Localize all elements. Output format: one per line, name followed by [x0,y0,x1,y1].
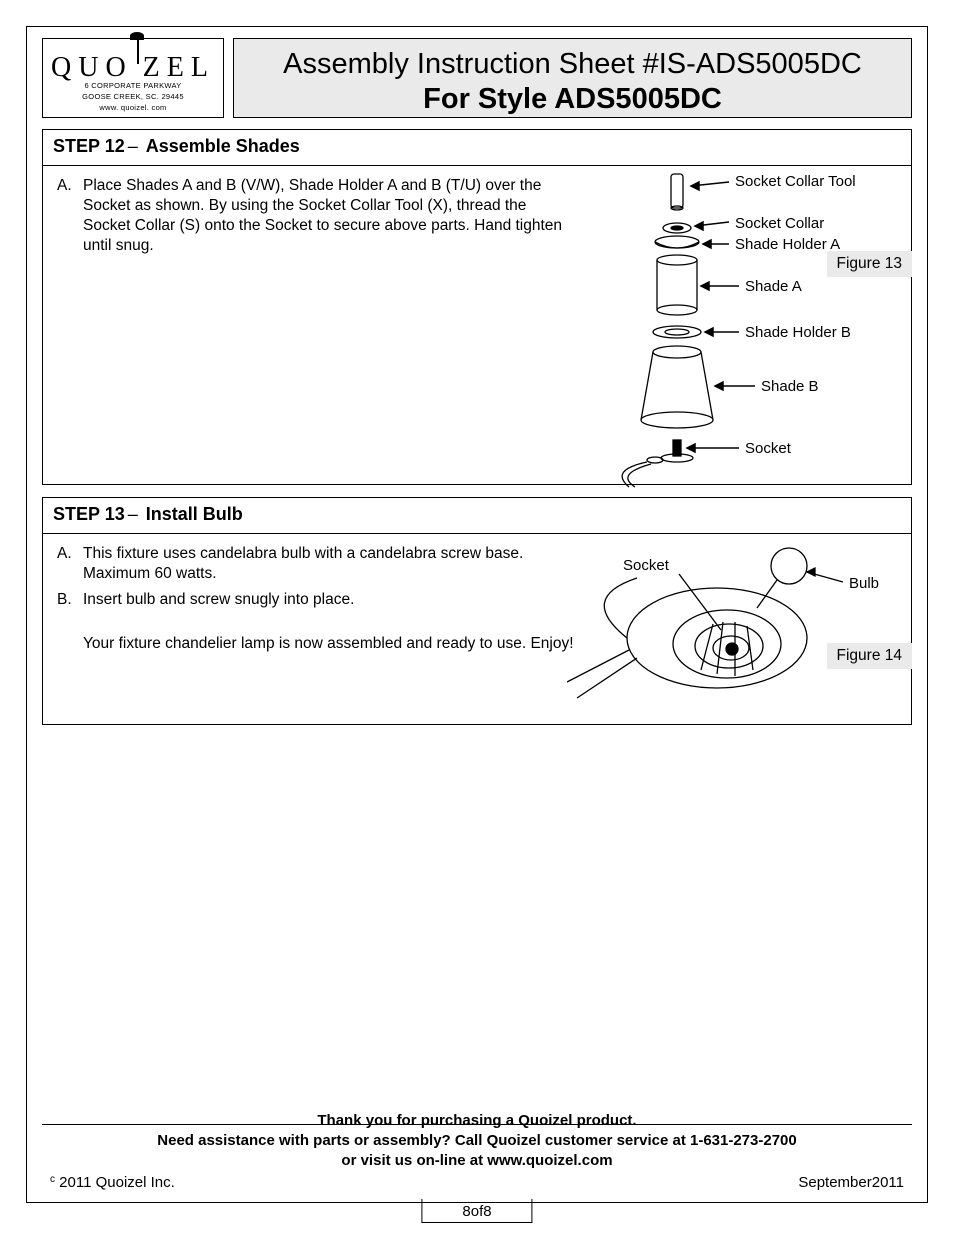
step13-name: Install Bulb [146,504,243,524]
logo-addr3: www. quoizel. com [43,103,223,112]
figure-13-tag: Figure 13 [827,251,912,277]
step13-closing: Your fixture chandelier lamp is now asse… [83,634,577,654]
step12-name: Assemble Shades [146,136,300,156]
lbl-socket: Socket [745,440,792,457]
figure-13-diagram: Socket Collar Tool Socket Collar Shade H… [579,170,899,490]
brand-left: QUO [51,52,133,83]
logo-addr2: GOOSE CREEK, SC. 29445 [43,92,223,101]
lbl-shade-holder-a: Shade Holder A [735,236,840,253]
title-box: Assembly Instruction Sheet #IS-ADS5005DC… [233,38,912,118]
step12-a-marker: A. [57,176,79,196]
lbl-shade-holder-b: Shade Holder B [745,324,851,341]
figure-14-diagram: Socket Bulb [567,538,887,718]
lbl13-socket: Socket [623,557,670,574]
lamp-icon [133,66,143,76]
lbl-shade-a: Shade A [745,278,802,295]
step12-list: A.Place Shades A and B (V/W), Shade Hold… [57,176,577,256]
logo-box: QUOZEL 6 CORPORATE PARKWAY GOOSE CREEK, … [42,38,224,118]
title-line1: Assembly Instruction Sheet #IS-ADS5005DC [234,48,911,81]
step13-list: A.This fixture uses candelabra bulb with… [57,544,577,610]
lbl-socket-collar-tool: Socket Collar Tool [735,173,856,190]
step13-a-text: This fixture uses candelabra bulb with a… [83,545,523,582]
figure-14-tag: Figure 14 [827,643,912,669]
step13-num: STEP 13 [53,504,125,524]
page-number: 8of8 [421,1199,532,1223]
step12-heading: STEP 12– Assemble Shades [43,130,911,166]
lbl-socket-collar: Socket Collar [735,215,824,232]
step12-a-text: Place Shades A and B (V/W), Shade Holder… [83,177,562,254]
step13-heading: STEP 13– Install Bulb [43,498,911,534]
lbl-shade-b: Shade B [761,378,819,395]
step13-a-marker: A. [57,544,79,564]
step13-panel: STEP 13– Install Bulb A.This fixture use… [42,497,912,725]
step12-panel: STEP 12– Assemble Shades A.Place Shades … [42,129,912,485]
step13-b-marker: B. [57,590,79,610]
lbl13-bulb: Bulb [849,575,879,592]
step13-b-text: Insert bulb and screw snugly into place. [83,591,354,608]
step12-num: STEP 12 [53,136,125,156]
title-line2: For Style ADS5005DC [234,83,911,116]
footer-date: September2011 [798,1174,904,1191]
brand-right: ZEL [143,52,215,83]
footer-copyright: c 2011 Quoizel Inc. [50,1174,175,1191]
